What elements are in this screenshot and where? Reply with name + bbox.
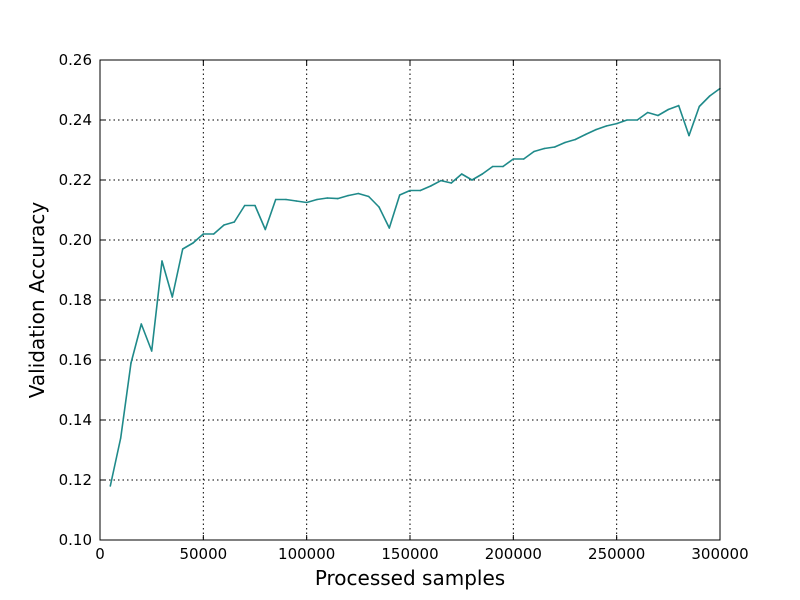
data-point — [646, 111, 649, 114]
data-point — [419, 189, 422, 192]
data-point — [460, 173, 463, 175]
data-point — [605, 125, 608, 127]
data-point — [512, 158, 515, 160]
x-tick-label: 100000 — [278, 545, 335, 563]
data-point — [326, 197, 329, 199]
data-point — [636, 119, 639, 121]
x-tick-labels: 0 50000 100000 150000 200000 250000 300000 — [95, 545, 748, 563]
y-tick-label: 0.14 — [59, 411, 92, 429]
data-point — [161, 260, 163, 262]
data-point — [553, 146, 556, 148]
x-tick-label: 150000 — [381, 545, 438, 563]
series-group — [109, 87, 721, 487]
data-point — [491, 165, 494, 168]
data-point — [347, 194, 349, 197]
data-point — [615, 122, 618, 125]
y-tick-label: 0.22 — [59, 171, 92, 189]
plot-frame — [99, 59, 721, 541]
data-point — [119, 437, 122, 439]
data-point — [171, 296, 174, 298]
data-point — [595, 128, 597, 131]
data-point — [305, 201, 308, 204]
data-point — [398, 194, 401, 196]
series-line — [109, 87, 721, 487]
data-point — [336, 197, 339, 200]
y-tick-label: 0.10 — [59, 531, 92, 549]
data-point — [708, 95, 711, 97]
data-point — [357, 192, 360, 195]
data-point — [440, 179, 442, 182]
y-tick-labels: 0.10 0.12 0.14 0.16 0.18 0.20 0.22 0.24 0.26 — [59, 51, 92, 549]
data-point — [450, 182, 453, 184]
data-point — [471, 179, 473, 181]
data-point — [574, 138, 577, 141]
data-point — [202, 233, 205, 235]
y-tick-label: 0.16 — [59, 351, 92, 369]
x-axis-title: Processed samples — [315, 566, 505, 590]
x-tick-label: 50000 — [179, 545, 227, 563]
data-point — [274, 198, 277, 201]
data-point — [130, 362, 132, 364]
data-point — [657, 114, 659, 117]
data-point — [564, 141, 566, 144]
data-point — [109, 485, 112, 487]
y-tick-label: 0.18 — [59, 291, 92, 309]
y-tick-label: 0.26 — [59, 51, 92, 69]
data-point — [522, 158, 525, 160]
data-point — [367, 195, 370, 198]
data-point — [388, 227, 391, 229]
data-point — [409, 189, 411, 192]
data-point — [429, 185, 432, 187]
data-point — [233, 221, 236, 223]
data-point — [698, 105, 701, 108]
data-point — [264, 228, 267, 231]
data-point — [243, 204, 246, 207]
y-tick-label: 0.12 — [59, 471, 92, 489]
data-point — [688, 134, 690, 137]
data-point — [378, 206, 380, 208]
x-tick-label: 0 — [95, 545, 105, 563]
data-point — [543, 147, 546, 150]
data-point — [626, 119, 628, 121]
y-tick-label: 0.24 — [59, 111, 92, 129]
data-point — [192, 242, 194, 244]
y-axis-title: Validation Accuracy — [25, 202, 49, 399]
data-point — [316, 198, 318, 201]
data-point — [181, 248, 184, 250]
data-point — [254, 204, 256, 207]
data-point — [223, 224, 225, 226]
data-point — [285, 198, 287, 201]
grid-lines — [100, 60, 720, 540]
data-point — [212, 233, 215, 235]
data-point — [584, 133, 587, 136]
data-point — [677, 104, 680, 107]
data-point — [533, 150, 535, 153]
y-tick-label: 0.20 — [59, 231, 92, 249]
data-point — [140, 323, 143, 325]
data-point — [295, 200, 298, 202]
data-point — [667, 108, 670, 111]
data-point — [502, 165, 504, 168]
x-tick-label: 250000 — [588, 545, 645, 563]
data-point — [481, 173, 484, 175]
data-point — [150, 350, 153, 352]
x-tick-label: 300000 — [691, 545, 748, 563]
x-tick-label: 200000 — [485, 545, 542, 563]
